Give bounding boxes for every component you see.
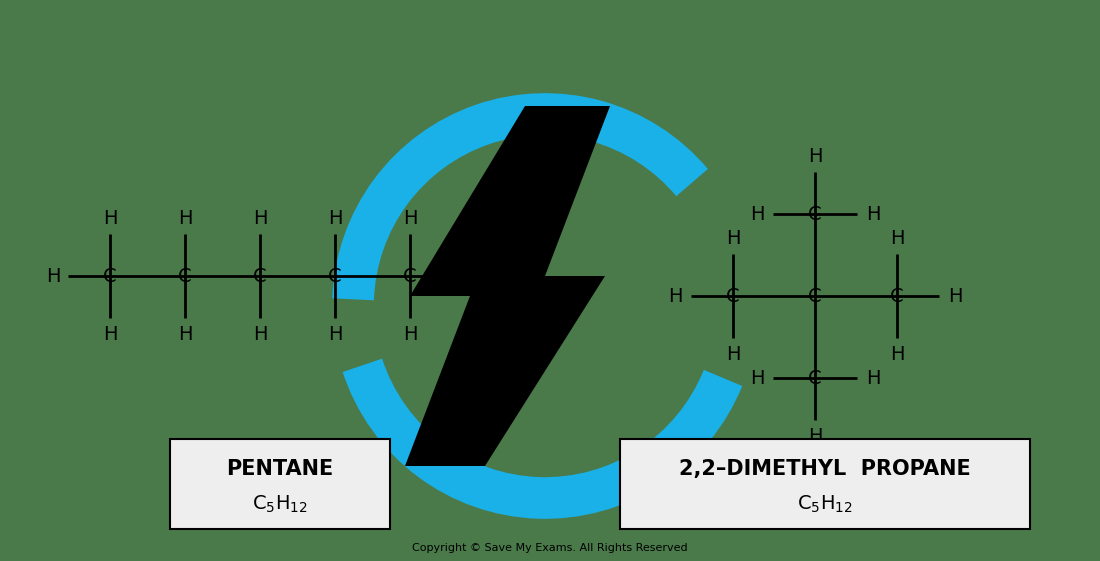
Text: C: C bbox=[890, 287, 904, 306]
Text: H: H bbox=[750, 369, 764, 388]
Text: H: H bbox=[807, 146, 823, 165]
Text: PENTANE: PENTANE bbox=[227, 459, 333, 479]
Text: C: C bbox=[808, 287, 822, 306]
Text: H: H bbox=[460, 266, 474, 286]
Text: H: H bbox=[102, 324, 118, 343]
Text: H: H bbox=[866, 369, 880, 388]
Text: C: C bbox=[808, 369, 822, 388]
Text: C: C bbox=[103, 266, 117, 286]
Text: H: H bbox=[403, 209, 417, 228]
Text: H: H bbox=[726, 228, 740, 247]
Polygon shape bbox=[405, 106, 611, 466]
Text: H: H bbox=[328, 324, 342, 343]
Text: H: H bbox=[750, 205, 764, 223]
Text: C: C bbox=[404, 266, 417, 286]
Text: H: H bbox=[178, 209, 192, 228]
Text: H: H bbox=[866, 205, 880, 223]
Text: H: H bbox=[890, 228, 904, 247]
Text: H: H bbox=[668, 287, 682, 306]
Text: H: H bbox=[403, 324, 417, 343]
Text: H: H bbox=[253, 324, 267, 343]
Text: C: C bbox=[253, 266, 267, 286]
Text: H: H bbox=[46, 266, 60, 286]
Text: H: H bbox=[726, 344, 740, 364]
Text: C: C bbox=[726, 287, 740, 306]
FancyBboxPatch shape bbox=[170, 439, 390, 529]
Text: $\mathregular{C_5H_{12}}$: $\mathregular{C_5H_{12}}$ bbox=[252, 494, 308, 516]
Text: H: H bbox=[890, 344, 904, 364]
Text: H: H bbox=[102, 209, 118, 228]
Text: H: H bbox=[948, 287, 962, 306]
Text: H: H bbox=[807, 426, 823, 445]
Text: H: H bbox=[253, 209, 267, 228]
Text: H: H bbox=[178, 324, 192, 343]
Text: $\mathregular{C_5H_{12}}$: $\mathregular{C_5H_{12}}$ bbox=[798, 494, 852, 516]
Text: C: C bbox=[808, 205, 822, 223]
Text: H: H bbox=[328, 209, 342, 228]
Text: Copyright © Save My Exams. All Rights Reserved: Copyright © Save My Exams. All Rights Re… bbox=[412, 543, 688, 553]
FancyBboxPatch shape bbox=[620, 439, 1030, 529]
Text: C: C bbox=[178, 266, 191, 286]
Text: C: C bbox=[328, 266, 342, 286]
Text: 2,2–DIMETHYL  PROPANE: 2,2–DIMETHYL PROPANE bbox=[679, 459, 971, 479]
